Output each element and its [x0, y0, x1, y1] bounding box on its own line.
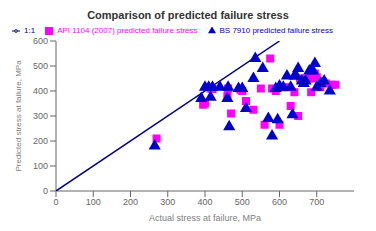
svg-text:500: 500 [235, 197, 250, 207]
html-text:BS 7910 predicted failure stre: BS 7910 predicted failure stress [219, 26, 333, 35]
html-text:Comparison of predicted failur: Comparison of predicted failure stress [87, 9, 289, 21]
svg-text:200: 200 [123, 197, 138, 207]
svg-text:400: 400 [197, 197, 212, 207]
svg-text:300: 300 [160, 197, 175, 207]
svg-text:700: 700 [309, 197, 324, 207]
svg-text:600: 600 [33, 36, 48, 46]
svg-text:Predicted stress at failure, M: Predicted stress at failure, MPa [14, 60, 23, 172]
html-text:API 1104 (2007) predicted fail: API 1104 (2007) predicted failure stress [57, 26, 198, 35]
svg-text:Actual stress at failure, MPa: Actual stress at failure, MPa [149, 213, 261, 223]
svg-text:400: 400 [33, 86, 48, 96]
svg-text:0: 0 [53, 197, 58, 207]
svg-text:500: 500 [33, 61, 48, 71]
svg-text:300: 300 [33, 111, 48, 121]
svg-text:100: 100 [86, 197, 101, 207]
svg-text:600: 600 [272, 197, 287, 207]
svg-text:100: 100 [33, 161, 48, 171]
svg-text:0: 0 [43, 186, 48, 196]
svg-text:200: 200 [33, 136, 48, 146]
html-text:1:1: 1:1 [24, 26, 36, 35]
